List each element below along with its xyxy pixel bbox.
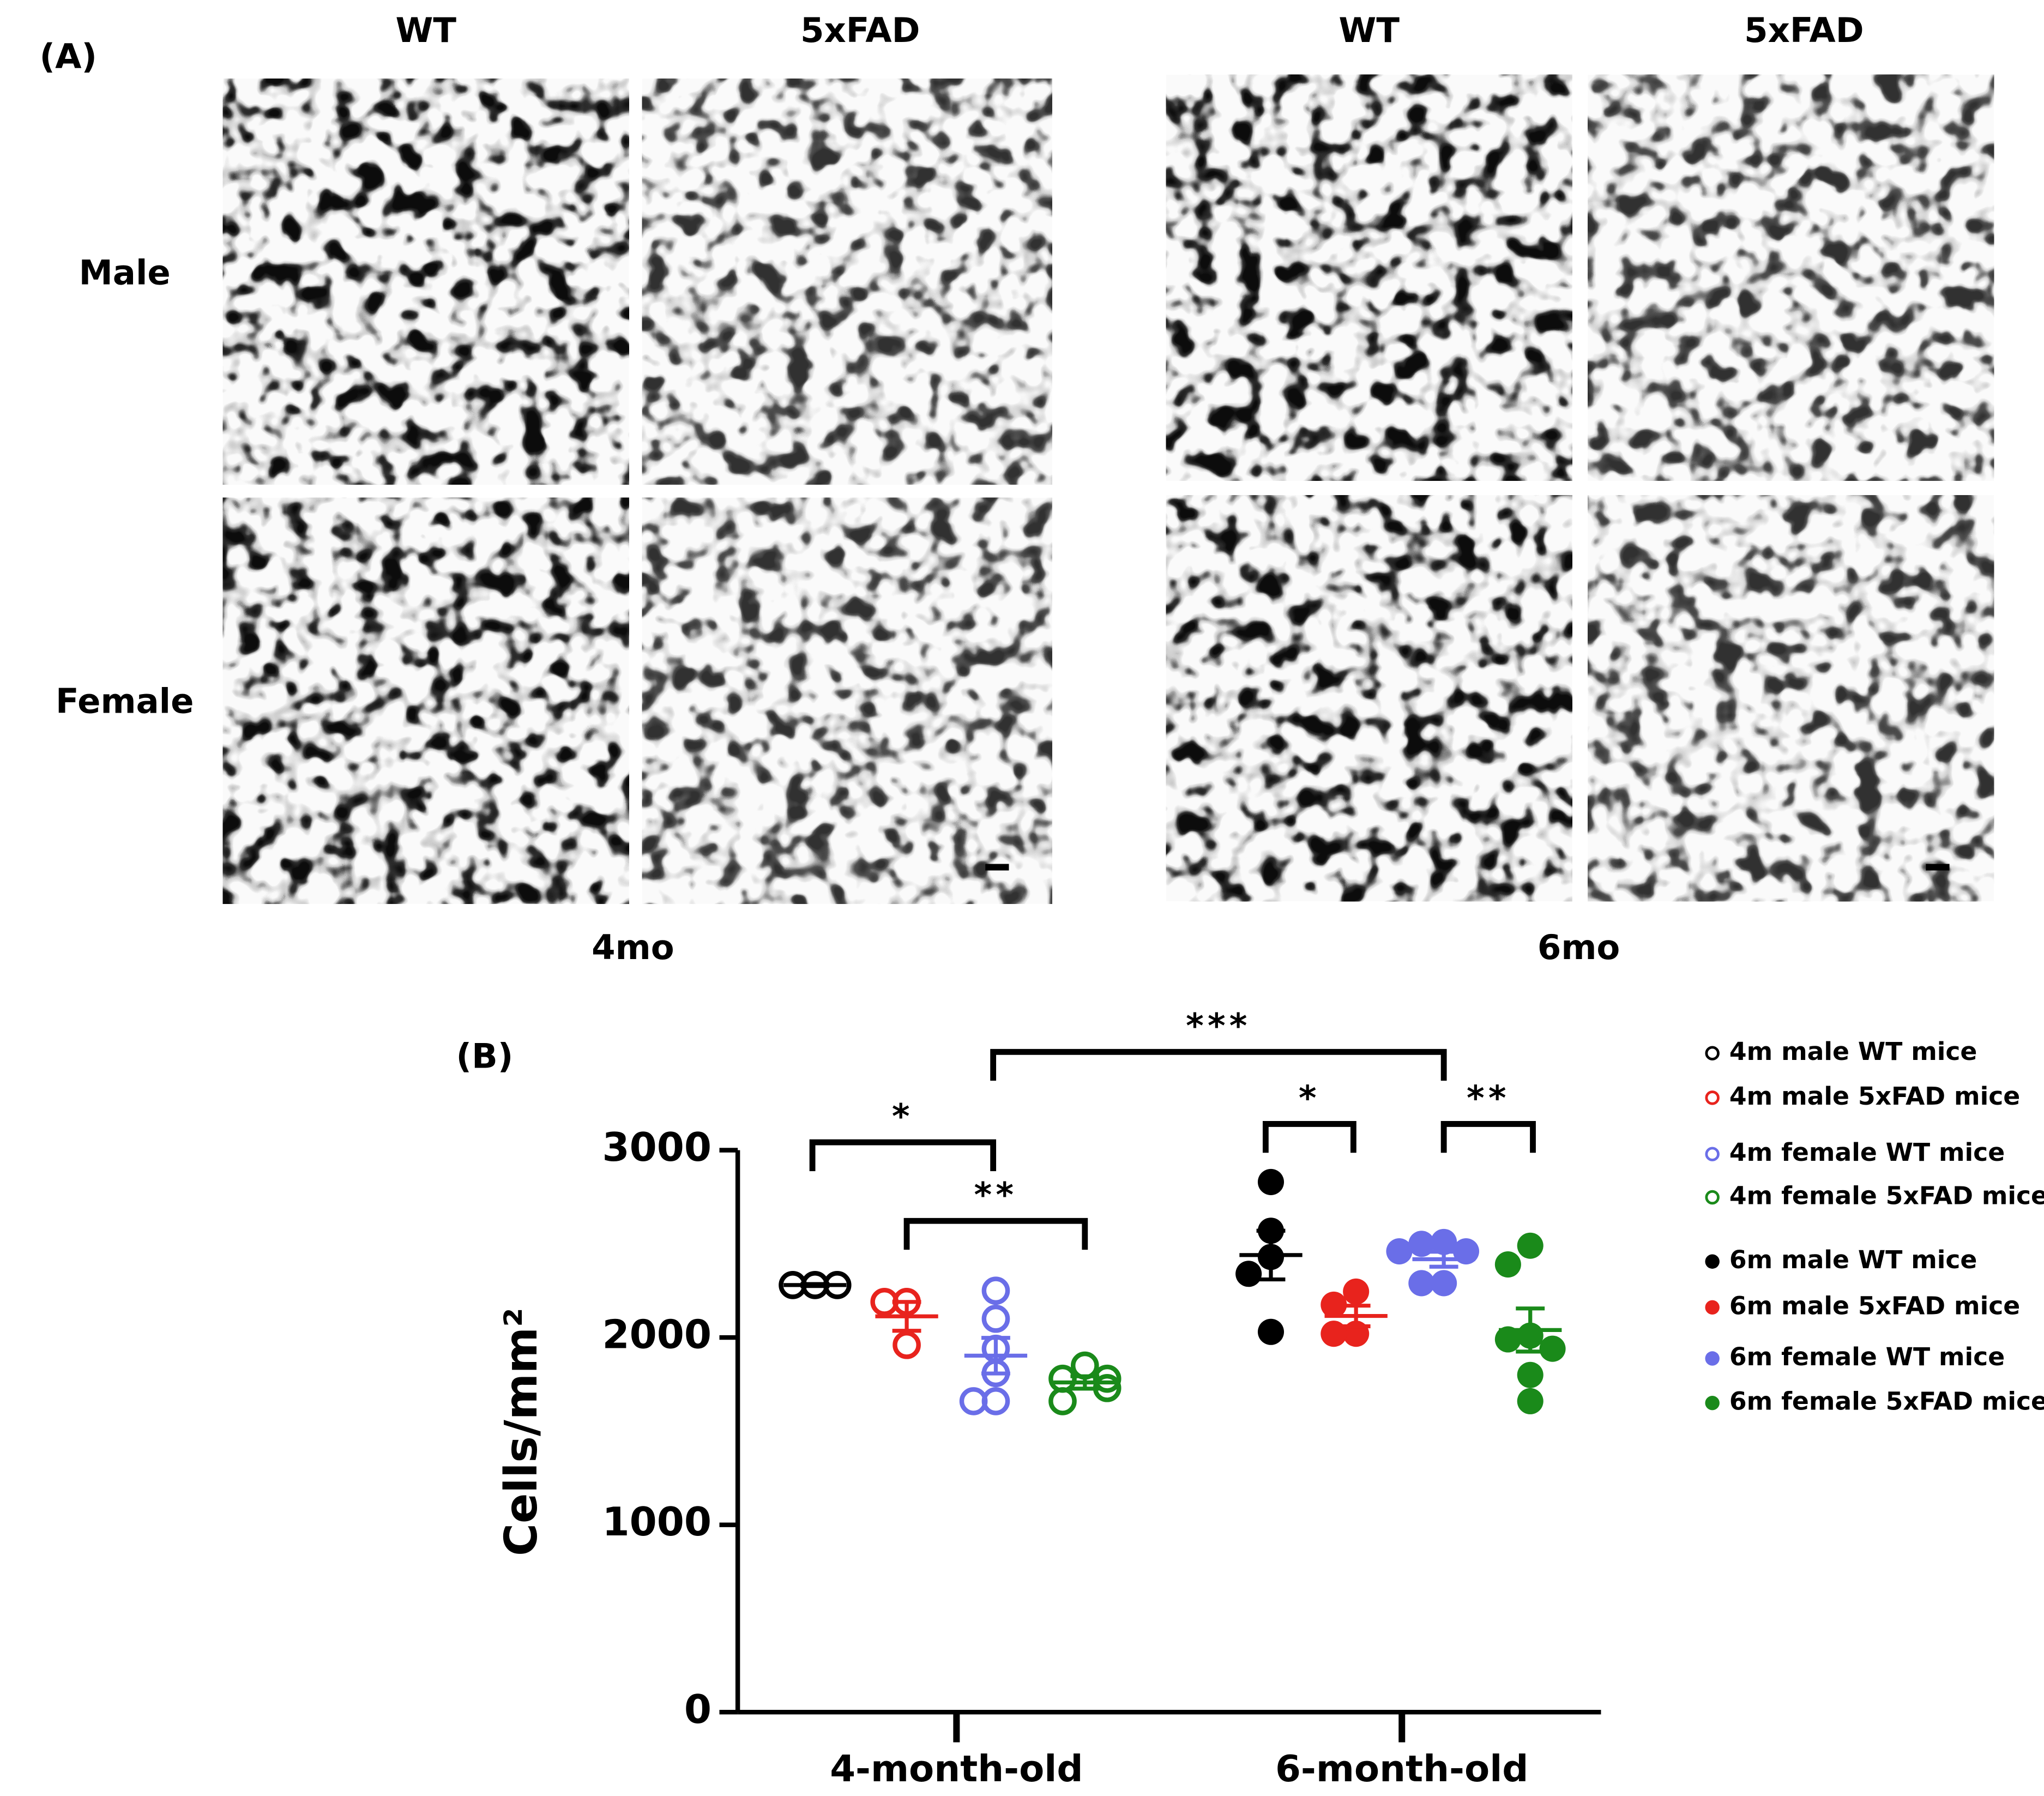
micrograph — [1588, 74, 1994, 481]
legend-marker — [1705, 1300, 1720, 1315]
mean-sem — [783, 1282, 847, 1288]
significance-label: ** — [974, 1175, 1018, 1215]
micrograph — [642, 79, 1052, 485]
column-label: WT — [396, 10, 457, 50]
significance-bracket — [1262, 1121, 1356, 1153]
micrograph — [1588, 495, 1994, 902]
legend-marker — [1705, 1046, 1720, 1060]
mean-sem — [875, 1300, 938, 1333]
data-point — [893, 1330, 921, 1359]
data-point — [1431, 1228, 1457, 1255]
data-point — [959, 1387, 988, 1415]
micrograph — [222, 79, 629, 485]
column-label: 5xFAD — [1744, 10, 1864, 50]
legend-marker — [1705, 1190, 1720, 1205]
row-label: Female — [56, 681, 194, 721]
significance-label: ** — [1467, 1078, 1510, 1118]
data-point — [1321, 1291, 1347, 1318]
micrograph — [1166, 495, 1572, 902]
significance-bracket — [990, 1048, 1447, 1081]
x-tick-label: 6-month-old — [1275, 1747, 1528, 1790]
data-point — [1343, 1278, 1370, 1305]
data-point — [1539, 1335, 1566, 1362]
age-label: 4mo — [592, 927, 674, 967]
significance-label: *** — [1186, 1006, 1251, 1046]
legend-label: 6m female WT mice — [1729, 1342, 2005, 1371]
legend-label: 4m female 5xFAD mice — [1729, 1182, 2044, 1210]
micrograph — [642, 497, 1052, 904]
data-point — [1048, 1387, 1077, 1415]
significance-label: * — [892, 1096, 914, 1136]
legend-marker — [1705, 1395, 1720, 1411]
legend-label: 6m male 5xFAD mice — [1729, 1291, 2020, 1320]
data-point — [1093, 1364, 1122, 1393]
significance-bracket — [809, 1139, 997, 1171]
data-point — [1494, 1251, 1521, 1278]
y-tick-label: 3000 — [602, 1124, 712, 1170]
data-point — [1517, 1232, 1543, 1259]
data-point — [981, 1304, 1010, 1333]
column-label: WT — [1338, 10, 1400, 50]
legend-label: 6m female 5xFAD mice — [1729, 1387, 2044, 1416]
y-axis-label: Cells/mm² — [496, 1307, 547, 1556]
age-label: 6mo — [1537, 927, 1620, 967]
mean-sem — [1499, 1306, 1562, 1354]
legend-label: 4m male 5xFAD mice — [1729, 1082, 2020, 1111]
mean-sem — [964, 1336, 1028, 1376]
legend-label: 4m female WT mice — [1729, 1138, 2005, 1167]
legend-label: 4m male WT mice — [1729, 1037, 1977, 1066]
micrograph — [1166, 74, 1572, 481]
data-point — [1408, 1270, 1435, 1297]
data-point — [1257, 1318, 1285, 1345]
legend-marker — [1705, 1254, 1720, 1269]
data-point — [1321, 1321, 1347, 1347]
mean-sem — [1053, 1374, 1117, 1391]
micrograph — [222, 497, 629, 904]
mean-sem — [1239, 1228, 1303, 1282]
legend-marker — [1705, 1147, 1720, 1161]
significance-label: * — [1299, 1078, 1321, 1118]
y-tick-label: 2000 — [602, 1312, 712, 1358]
column-label: 5xFAD — [800, 10, 920, 50]
significance-bracket — [903, 1218, 1088, 1250]
data-point — [1386, 1238, 1413, 1265]
data-point — [1517, 1388, 1543, 1414]
data-point — [1070, 1351, 1099, 1380]
row-label: Male — [79, 253, 171, 293]
legend-marker — [1705, 1090, 1720, 1105]
data-point — [981, 1276, 1010, 1305]
legend-marker — [1705, 1351, 1720, 1366]
data-point — [1517, 1361, 1543, 1388]
y-tick-label: 1000 — [602, 1499, 712, 1545]
panel-label: (B) — [456, 1036, 514, 1076]
x-tick-label: 4-month-old — [830, 1747, 1083, 1790]
data-point — [1257, 1168, 1285, 1195]
mean-sem — [1324, 1304, 1388, 1329]
data-point — [1408, 1231, 1435, 1257]
panel-label: (A) — [40, 37, 97, 76]
legend-label: 6m male WT mice — [1729, 1245, 1977, 1274]
data-point — [1431, 1270, 1457, 1297]
data-point — [1494, 1326, 1521, 1353]
significance-bracket — [1440, 1121, 1536, 1153]
data-point — [1235, 1261, 1262, 1287]
y-tick-label: 0 — [684, 1686, 712, 1732]
mean-sem — [1412, 1250, 1475, 1269]
